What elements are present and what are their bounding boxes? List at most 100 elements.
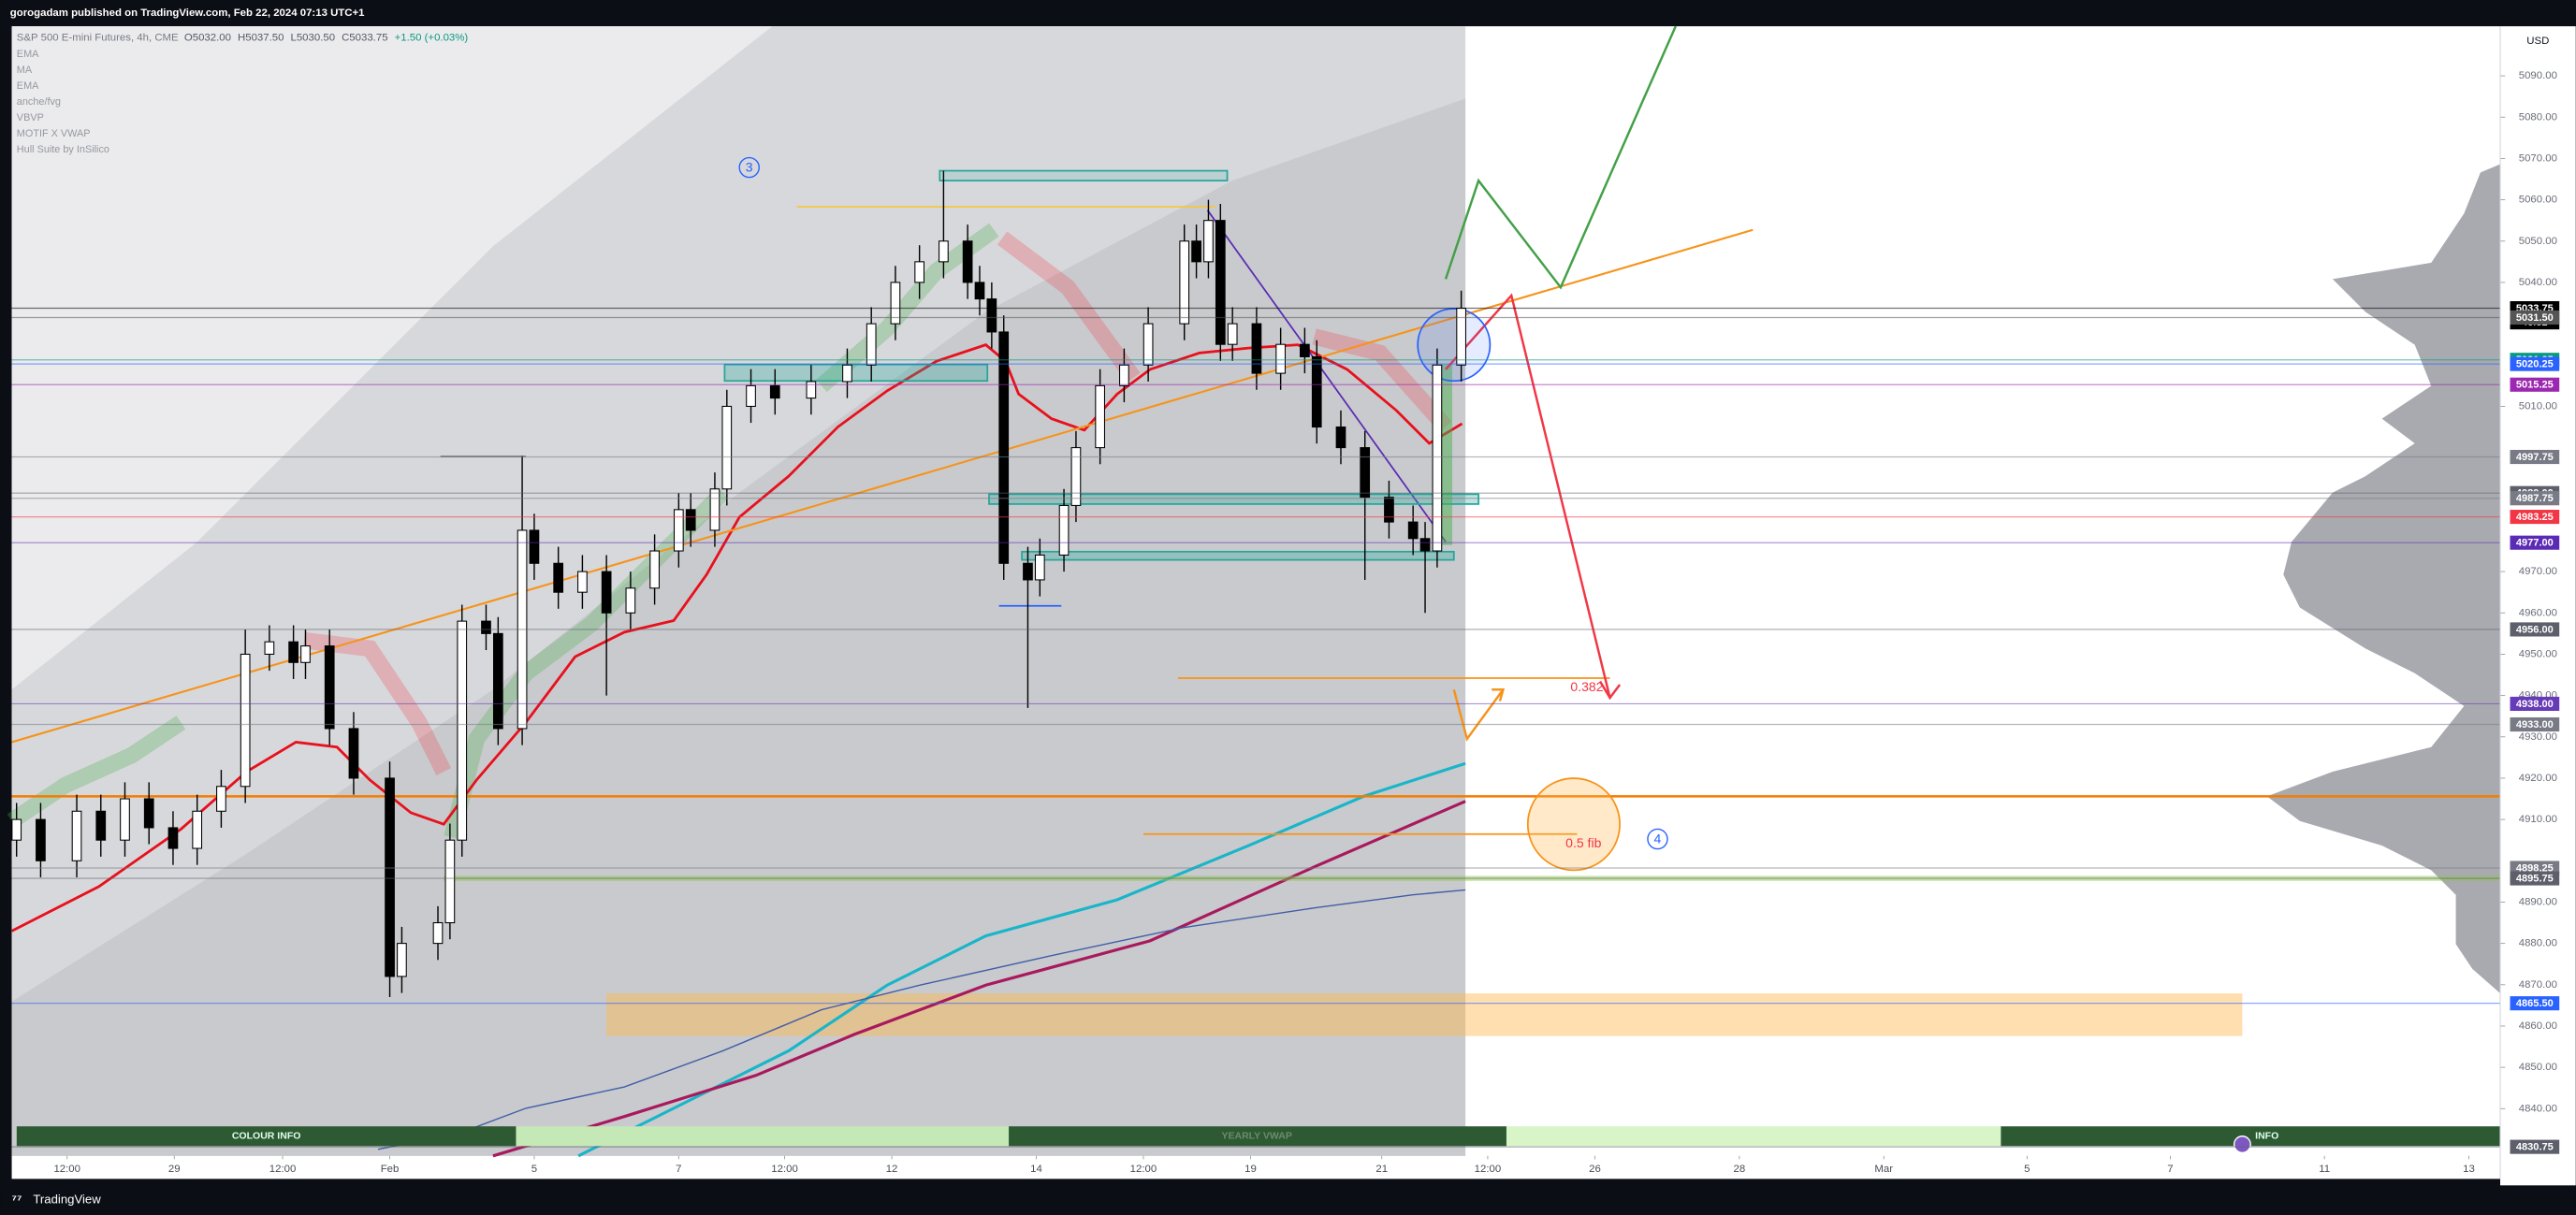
fvg-box [939,169,1229,181]
candle-body [1215,220,1226,345]
candle-body [1058,504,1070,556]
y-tick-label: 4930.00 [2519,731,2557,743]
candle-body [1419,538,1431,552]
candle-body [120,798,130,841]
x-tick-label: 26 [1589,1164,1601,1175]
x-tick-label: 19 [1244,1164,1257,1175]
price-label: 4997.75 [2516,452,2554,463]
price-label: 4977.00 [2516,538,2554,549]
price-label-box [2510,491,2560,506]
x-tick-label: 28 [1734,1164,1746,1175]
currency[interactable]: USD [2526,36,2549,47]
ohlc-value: +1.50 (+0.03%) [395,32,469,43]
candle-body [625,587,636,614]
x-tick-label: 12:00 [53,1164,80,1175]
candle-body [998,331,1010,564]
trend-line [1206,210,1447,542]
y-tick-label: 4890.00 [2519,896,2557,907]
y-tick-label: 4950.00 [2519,648,2557,659]
projection-small [1452,688,1505,742]
indicator-name: MOTIF X VWAP [17,128,91,139]
y-tick-label: 5090.00 [2519,70,2557,81]
y-tick-label: 5060.00 [2519,195,2557,206]
candle-body [1070,447,1082,506]
price-label: 5015.25 [2516,380,2554,391]
candle-body [1311,355,1322,428]
candle-body [1119,364,1129,386]
x-tick-label: 14 [1030,1164,1042,1175]
info-bar [516,1126,1010,1147]
y-tick-label: 4920.00 [2519,773,2557,784]
price-label: 5020.25 [2516,359,2554,370]
y-tick-label: 4840.00 [2519,1103,2557,1114]
x-tick-label: 12:00 [269,1164,297,1175]
fib-label: 0.5 fib [1565,835,1601,850]
price-label-box [2510,510,2560,525]
candle-body [842,364,852,383]
info-bar [1506,1126,2001,1147]
price-label-box [2510,356,2560,371]
candle-body [397,943,407,977]
volume-profile [2266,164,2500,994]
price-label-box [2510,310,2560,325]
published-line: gorogadam published on TradingView.com, … [10,7,365,19]
candle-body [553,562,564,593]
fvg-box [723,363,989,383]
candle-body [529,529,540,564]
wave-label: 4 [1654,832,1662,846]
price-label: 4956.00 [2516,624,2554,635]
x-tick-label: Mar [1874,1164,1893,1175]
candle-body [1275,343,1286,374]
price-label: 5031.50 [2516,312,2554,324]
indicator-name: EMA [17,80,39,92]
hull-band [997,231,1141,383]
ohlc: O5032.00 H5037.50 L5030.50 C5033.75 +1.50 (+… [184,32,469,43]
x-tick-label: 12 [886,1164,898,1175]
price-label: 4983.25 [2516,512,2554,523]
footer [0,1185,2576,1215]
x-tick-label: 21 [1375,1164,1388,1175]
target-circle [1526,777,1621,872]
info-bar [2001,1126,2500,1147]
price-label: 4895.75 [2516,874,2554,885]
candle-body [1360,447,1371,499]
info-bar [1009,1126,1506,1147]
candle-body [1191,240,1201,263]
indicator-name: VBVP [17,112,44,123]
candle-body [769,384,780,399]
hull-band [302,631,452,775]
highlight-circle [1417,308,1492,383]
x-tick-label: 5 [2024,1164,2030,1175]
y-tick-label: 4850.00 [2519,1062,2557,1073]
price-label-box [2510,696,2560,711]
price-label: 4933.00 [2516,719,2554,730]
projection-up [1444,25,1677,290]
candle-body [1300,343,1310,357]
ohlc-value: O5032.00 [184,32,231,43]
wave-circle [738,156,760,179]
candle-body [866,323,877,366]
wave-circle [1647,828,1668,850]
x-tick-label: 11 [2319,1164,2330,1175]
candle-body [300,645,311,663]
candle-body [1407,521,1419,540]
y-tick-label: 5070.00 [2519,152,2557,164]
candle-body [192,810,203,849]
price-label: 4938.00 [2516,699,2554,710]
x-tick-label: Feb [381,1164,400,1175]
arrow-head [1598,680,1622,701]
y-tick-label: 5040.00 [2519,277,2557,288]
candle-body [721,405,733,490]
x-tick-label: 29 [168,1164,181,1175]
candle-body [1203,220,1214,263]
info-icon[interactable] [2233,1135,2251,1153]
wave-label: 3 [746,160,753,175]
hull-band [7,716,186,829]
x-tick-label: 13 [2463,1164,2475,1175]
candle-body [649,550,660,589]
price-label-box [2510,535,2560,550]
candle-body [746,384,756,407]
x-tick-label: 7 [2167,1164,2173,1175]
price-axis [2499,26,2576,1186]
ohlc-value: C5033.75 [342,32,387,43]
